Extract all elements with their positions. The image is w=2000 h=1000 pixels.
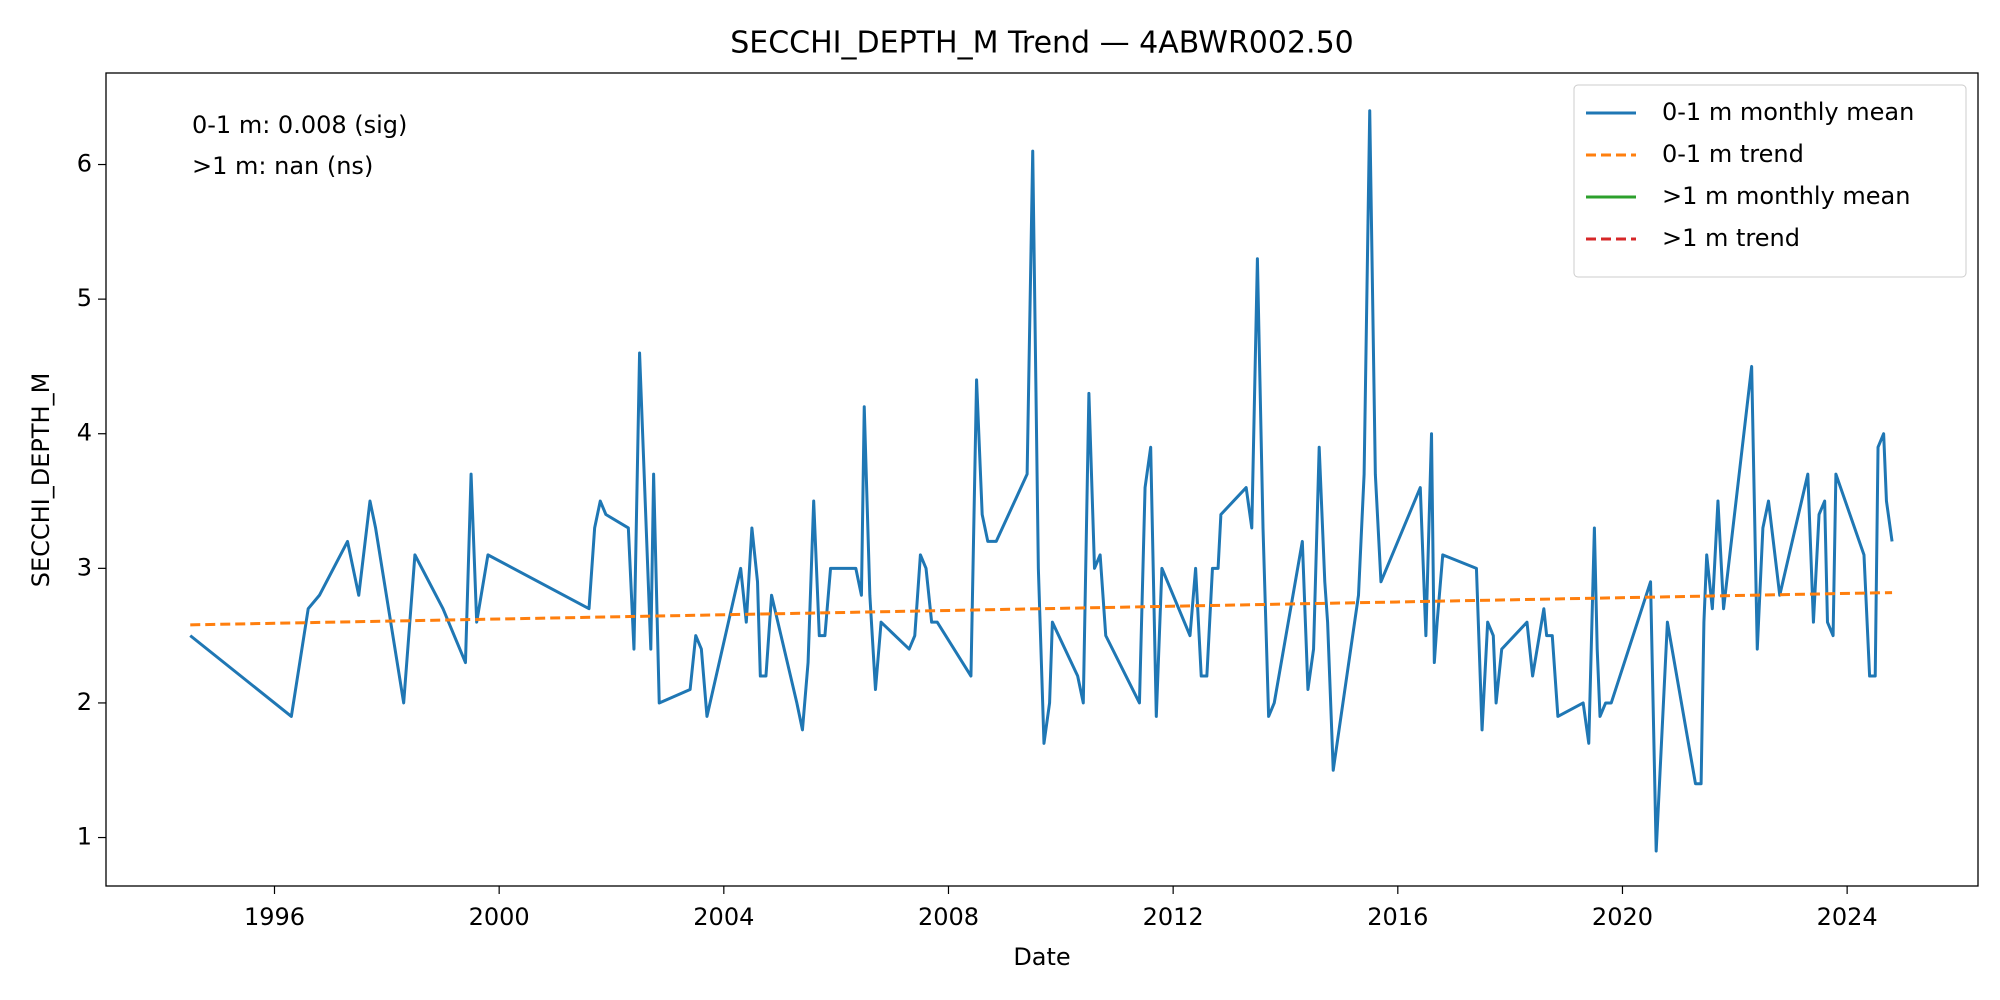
- y-tick-label: 1: [77, 823, 92, 851]
- legend-label: 0-1 m trend: [1662, 140, 1804, 168]
- x-tick-label: 2008: [918, 903, 979, 931]
- series-line: [190, 591, 1893, 627]
- legend-box: [1573, 84, 1967, 278]
- legend: 0-1 m monthly mean 0-1 m trend >1 m monthl…: [1573, 84, 1967, 278]
- annotation: >1 m: nan (ns): [192, 152, 373, 180]
- y-tick-label: 6: [77, 150, 92, 178]
- chart-title: SECCHI_DEPTH_M Trend — 4ABWR002.50: [730, 26, 1354, 61]
- y-tick-label: 2: [77, 688, 92, 716]
- series-line: [189, 109, 1894, 853]
- legend-label: 0-1 m monthly mean: [1662, 98, 1914, 126]
- x-tick-label: 2020: [1592, 903, 1653, 931]
- legend-label: >1 m trend: [1662, 224, 1800, 252]
- legend-label: >1 m monthly mean: [1662, 182, 1910, 210]
- x-tick-label: 2004: [693, 903, 754, 931]
- x-tick-label: 2024: [1817, 903, 1878, 931]
- y-axis-label: SECCHI_DEPTH_M: [27, 373, 55, 588]
- x-tick-label: 2000: [469, 903, 530, 931]
- x-tick-label: 2012: [1143, 903, 1204, 931]
- x-axis-label: Date: [1013, 943, 1070, 971]
- y-tick-label: 5: [77, 284, 92, 312]
- y-tick-label: 4: [77, 419, 92, 447]
- plot-frame: [105, 72, 1979, 887]
- x-tick-label: 2016: [1367, 903, 1428, 931]
- y-tick-label: 3: [77, 553, 92, 581]
- annotation: 0-1 m: 0.008 (sig): [192, 111, 407, 139]
- x-tick-label: 1996: [244, 903, 305, 931]
